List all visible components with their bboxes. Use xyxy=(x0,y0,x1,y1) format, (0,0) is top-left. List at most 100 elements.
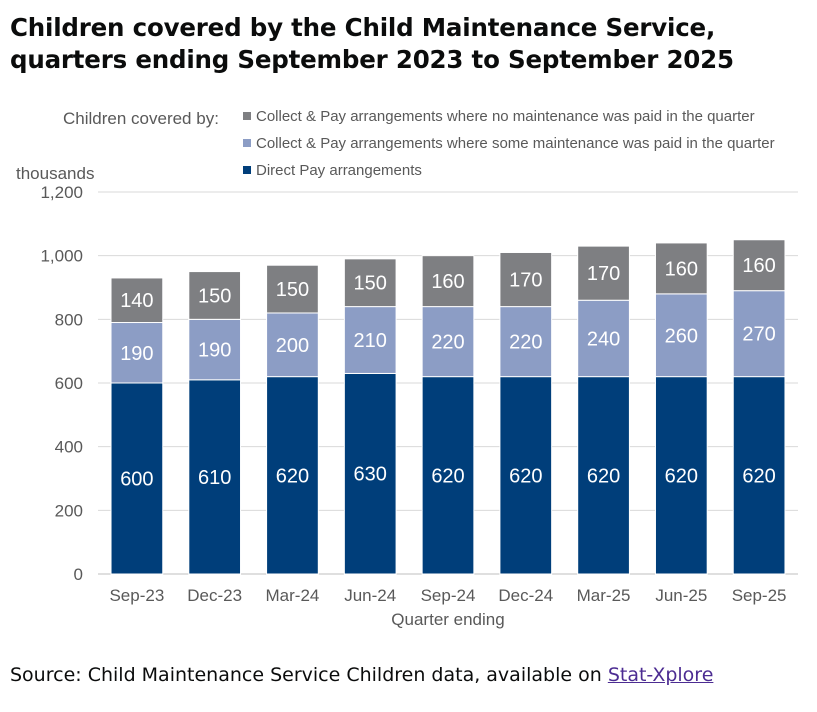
bar-stack-sep-24: 620 220 160 xyxy=(421,255,475,575)
y-tick-label: 800 xyxy=(55,310,83,329)
data-label: 140 xyxy=(120,290,153,312)
bar-segment-direct-pay xyxy=(654,376,708,575)
bar-segment-direct-pay xyxy=(266,376,319,575)
data-label: 150 xyxy=(276,279,309,301)
bar-segment-none-paid xyxy=(266,264,319,314)
legend-label: Collect & Pay arrangements where no main… xyxy=(256,108,755,125)
bar-segment-some-paid xyxy=(110,322,164,384)
legend-label: Collect & Pay arrangements where some ma… xyxy=(256,135,775,152)
data-label: 620 xyxy=(587,465,620,487)
legend-swatch xyxy=(243,166,251,174)
bar-segment-some-paid xyxy=(266,312,319,378)
bar-segment-none-paid xyxy=(654,242,708,295)
x-tick-label: Jun-24 xyxy=(344,586,396,605)
data-label: 620 xyxy=(276,465,309,487)
x-tick-label: Mar-25 xyxy=(577,586,631,605)
data-label: 240 xyxy=(587,328,620,350)
bar-stack-sep-23: 600 190 140 xyxy=(110,277,164,575)
bar-segment-none-paid xyxy=(499,251,553,308)
bar-stack-mar-25: 620 240 170 xyxy=(577,245,630,575)
legend-title: Children covered by: xyxy=(63,109,219,128)
data-label: 160 xyxy=(431,271,464,293)
x-tick-label: Mar-24 xyxy=(266,586,320,605)
x-axis: Sep-23 Dec-23 Mar-24 Jun-24 Sep-24 Dec-24 Mar-… xyxy=(109,586,786,629)
data-label: 610 xyxy=(198,467,231,489)
y-tick-label: 1,000 xyxy=(40,247,83,266)
data-label: 150 xyxy=(354,273,387,295)
legend-swatch xyxy=(243,112,251,120)
data-label: 170 xyxy=(587,263,620,285)
x-axis-title: Quarter ending xyxy=(391,610,504,629)
bar-stack-jun-24: 630 210 150 xyxy=(343,258,397,575)
bar-segment-none-paid xyxy=(110,277,164,324)
data-label: 150 xyxy=(198,285,231,307)
bars: 600 190 140 610 190 150 620 200 150 630 210 150 620 2… xyxy=(110,239,786,575)
data-label: 190 xyxy=(120,343,153,365)
legend-item-none-paid: Collect & Pay arrangements where no main… xyxy=(243,108,755,125)
stat-xplore-link[interactable]: Stat-Xplore xyxy=(607,664,714,686)
bar-stack-sep-25: 620 270 160 xyxy=(732,239,786,575)
legend-item-some-paid: Collect & Pay arrangements where some ma… xyxy=(243,135,775,152)
data-label: 620 xyxy=(509,465,542,487)
bar-segment-some-paid xyxy=(188,318,242,381)
y-tick-label: 400 xyxy=(55,438,83,457)
legend: Children covered by: Collect & Pay arrang… xyxy=(63,108,775,179)
legend-swatch xyxy=(243,139,251,147)
data-label: 620 xyxy=(742,465,775,487)
chart-title-line-1: Children covered by the Child Maintenanc… xyxy=(10,13,716,42)
bar-segment-direct-pay xyxy=(421,376,475,575)
bar-segment-some-paid xyxy=(577,299,630,378)
data-label: 210 xyxy=(354,330,387,352)
legend-label: Direct Pay arrangements xyxy=(256,162,422,179)
data-label: 620 xyxy=(665,465,698,487)
bar-segment-some-paid xyxy=(654,293,708,378)
x-tick-label: Dec-24 xyxy=(498,586,553,605)
bar-segment-none-paid xyxy=(421,255,475,308)
x-tick-label: Sep-23 xyxy=(109,586,164,605)
bar-segment-none-paid xyxy=(577,245,630,301)
source-text: Source: Child Maintenance Service Childr… xyxy=(10,664,602,686)
data-label: 160 xyxy=(665,258,698,280)
bar-stack-dec-23: 610 190 150 xyxy=(188,271,242,575)
data-label: 260 xyxy=(665,325,698,347)
bar-segment-direct-pay xyxy=(110,382,164,575)
data-label: 270 xyxy=(742,324,775,346)
bar-stack-mar-24: 620 200 150 xyxy=(266,264,319,575)
bar-segment-some-paid xyxy=(421,306,475,378)
y-axis-unit-label: thousands xyxy=(16,164,94,183)
bar-segment-direct-pay xyxy=(499,376,553,575)
data-label: 630 xyxy=(354,464,387,486)
bar-stack-dec-24: 620 220 170 xyxy=(499,251,553,575)
bar-segment-direct-pay xyxy=(188,379,242,575)
data-label: 600 xyxy=(120,469,153,491)
x-tick-label: Jun-25 xyxy=(655,586,707,605)
bar-segment-some-paid xyxy=(499,306,553,378)
data-label: 190 xyxy=(198,340,231,362)
chart-title: Children covered by the Child Maintenanc… xyxy=(10,12,810,76)
x-tick-label: Dec-23 xyxy=(187,586,242,605)
legend-item-direct-pay: Direct Pay arrangements xyxy=(243,162,422,179)
y-tick-label: 200 xyxy=(55,501,83,520)
data-label: 170 xyxy=(509,270,542,292)
bar-segment-none-paid xyxy=(343,258,397,308)
data-label: 220 xyxy=(431,332,464,354)
bar-segment-direct-pay xyxy=(732,376,786,575)
data-label: 220 xyxy=(509,332,542,354)
bar-segment-some-paid xyxy=(732,290,786,378)
stacked-bar-chart: Children covered by: Collect & Pay arrang… xyxy=(16,108,798,629)
source-note: Source: Child Maintenance Service Childr… xyxy=(10,664,713,686)
bar-segment-direct-pay xyxy=(343,372,397,575)
bar-segment-none-paid xyxy=(188,271,242,320)
data-label: 200 xyxy=(276,335,309,357)
data-label: 160 xyxy=(742,255,775,277)
x-tick-label: Sep-24 xyxy=(421,586,476,605)
bar-segment-none-paid xyxy=(732,239,786,292)
data-label: 620 xyxy=(431,465,464,487)
x-tick-label: Sep-25 xyxy=(732,586,787,605)
y-tick-label: 1,200 xyxy=(40,183,83,202)
y-tick-label: 600 xyxy=(55,374,83,393)
y-tick-label: 0 xyxy=(74,565,83,584)
chart-title-line-2: quarters ending September 2023 to Septem… xyxy=(10,45,734,74)
bar-stack-jun-25: 620 260 160 xyxy=(654,242,708,575)
